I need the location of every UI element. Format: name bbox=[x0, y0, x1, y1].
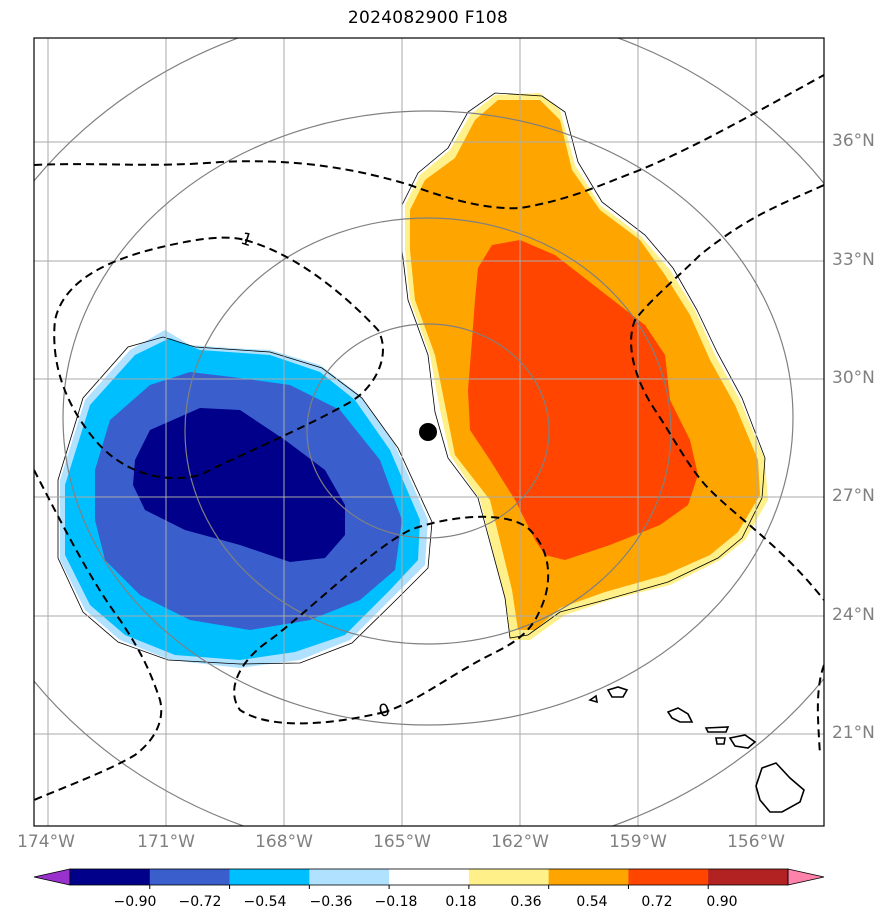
colorbar-segment bbox=[229, 869, 310, 885]
lon-label-165w: 165°W bbox=[373, 832, 431, 852]
island-5 bbox=[715, 737, 726, 745]
positive-anomaly-region bbox=[405, 93, 768, 640]
range-rings bbox=[34, 38, 824, 826]
contour-southeast bbox=[816, 664, 824, 756]
colorbar-segment bbox=[548, 869, 629, 885]
pos-zero-contour bbox=[401, 92, 766, 639]
colorbar-segment bbox=[389, 869, 470, 885]
colorbar-segment bbox=[70, 869, 151, 885]
colorbar-tick-label: 0.72 bbox=[641, 894, 673, 910]
colorbar-tick-label: −0.36 bbox=[309, 894, 353, 910]
map-frame bbox=[33, 37, 825, 827]
lon-label-159w: 159°W bbox=[609, 832, 667, 852]
neg-zero-contour bbox=[57, 336, 433, 665]
colorbar-extend-low bbox=[33, 868, 71, 886]
contour-west bbox=[34, 469, 163, 801]
colorbar-extend-high bbox=[787, 868, 825, 886]
island-1 bbox=[606, 686, 629, 698]
island-3 bbox=[666, 707, 694, 723]
island-4 bbox=[704, 726, 730, 733]
colorbar-segment bbox=[309, 869, 390, 885]
lon-label-171w: 171°W bbox=[137, 832, 195, 852]
island-big bbox=[755, 762, 805, 813]
contour-zero bbox=[233, 515, 550, 725]
storm-center-marker bbox=[419, 423, 437, 441]
contour-north bbox=[34, 74, 824, 210]
colorbar-segment bbox=[149, 869, 231, 885]
graticule bbox=[34, 38, 824, 826]
lat-label-36: 36°N bbox=[832, 131, 875, 151]
colorbar-tick-label: 0.18 bbox=[445, 894, 477, 910]
island-6 bbox=[728, 734, 757, 749]
colorbar-tick-label: 0.54 bbox=[576, 894, 608, 910]
colorbar-segment bbox=[708, 869, 789, 885]
lon-label-174w: 174°W bbox=[17, 832, 75, 852]
positive-anomaly-band-red bbox=[468, 240, 698, 560]
lat-label-27: 27°N bbox=[832, 486, 875, 506]
lon-label-168w: 168°W bbox=[255, 832, 313, 852]
coastlines bbox=[588, 686, 805, 813]
island-2 bbox=[588, 694, 598, 704]
colorbar-segment bbox=[468, 869, 550, 885]
lon-label-162w: 162°W bbox=[491, 832, 549, 852]
lat-label-33: 33°N bbox=[832, 250, 875, 270]
contour-one bbox=[53, 236, 384, 479]
colorbar-tick-label: −0.54 bbox=[243, 894, 287, 910]
contour-east bbox=[630, 184, 824, 601]
colorbar-tick-label: 0.90 bbox=[706, 894, 738, 910]
colorbar-tick-label: −0.18 bbox=[374, 894, 418, 910]
map-title: 2024082900 F108 bbox=[347, 8, 509, 28]
colorbar-tick-label: −0.72 bbox=[178, 894, 222, 910]
lon-label-156w: 156°W bbox=[727, 832, 785, 852]
lat-label-21: 21°N bbox=[832, 723, 875, 743]
lat-label-30: 30°N bbox=[832, 368, 875, 388]
colorbar bbox=[33, 868, 825, 889]
colorbar-tick-label: −0.90 bbox=[113, 894, 157, 910]
lat-label-24: 24°N bbox=[832, 605, 875, 625]
dashed-contours bbox=[34, 74, 824, 801]
colorbar-tick-label: 0.36 bbox=[510, 894, 542, 910]
colorbar-segment bbox=[628, 869, 709, 885]
